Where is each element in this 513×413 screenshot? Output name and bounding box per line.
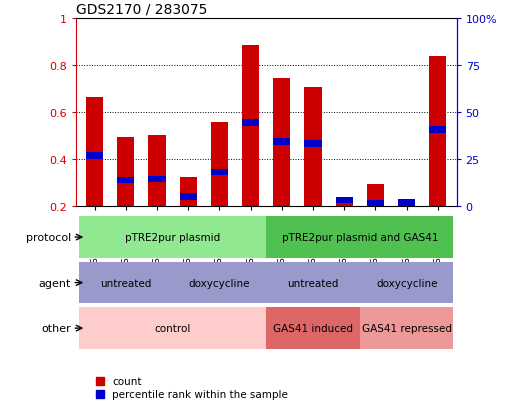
Bar [367, 184, 384, 206]
Bar [429, 57, 446, 206]
Bar [398, 200, 415, 206]
Text: other: other [41, 323, 71, 333]
Bar [360, 262, 453, 304]
Text: GAS41 repressed: GAS41 repressed [362, 323, 451, 333]
Text: GAS41 induced: GAS41 induced [273, 323, 353, 333]
Bar [148, 136, 166, 206]
Bar [173, 262, 266, 304]
Bar [117, 137, 134, 206]
Text: doxycycline: doxycycline [189, 278, 250, 288]
Bar [305, 88, 322, 206]
Bar [273, 78, 290, 206]
Text: untreated: untreated [100, 278, 151, 288]
Bar [242, 45, 259, 206]
Bar [79, 217, 266, 258]
Bar [360, 308, 453, 349]
Bar [180, 177, 197, 206]
Bar [273, 139, 290, 145]
Bar [429, 127, 446, 133]
Bar [86, 153, 103, 159]
Bar [86, 97, 103, 206]
Bar [398, 203, 415, 206]
Text: protocol: protocol [26, 233, 71, 242]
Bar [148, 176, 166, 183]
Text: pTRE2pur plasmid and GAS41: pTRE2pur plasmid and GAS41 [282, 233, 438, 242]
Bar [79, 308, 266, 349]
Text: doxycycline: doxycycline [376, 278, 438, 288]
Bar [117, 177, 134, 184]
Text: pTRE2pur plasmid: pTRE2pur plasmid [125, 233, 220, 242]
Bar [336, 197, 353, 204]
Bar [79, 262, 173, 304]
Text: agent: agent [38, 278, 71, 288]
Bar [305, 141, 322, 147]
Bar [180, 194, 197, 200]
Text: untreated: untreated [287, 278, 339, 288]
Bar [266, 262, 360, 304]
Bar [266, 308, 360, 349]
Text: control: control [154, 323, 191, 333]
Text: GDS2170 / 283075: GDS2170 / 283075 [76, 2, 207, 16]
Bar [367, 201, 384, 207]
Bar [266, 217, 453, 258]
Legend: count, percentile rank within the sample: count, percentile rank within the sample [91, 372, 292, 404]
Bar [242, 120, 259, 126]
Bar [211, 169, 228, 176]
Bar [336, 201, 353, 206]
Bar [211, 123, 228, 206]
